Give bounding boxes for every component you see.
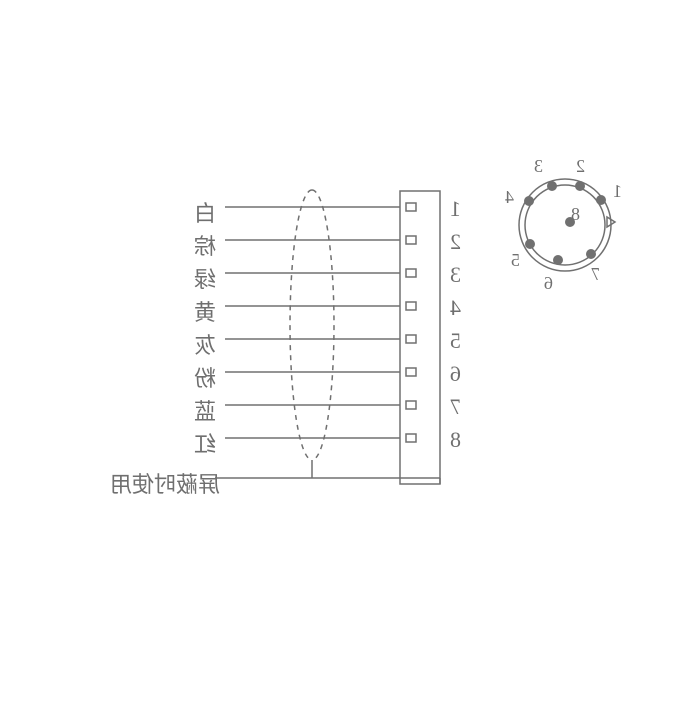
shield-label: 屏蔽时使用 [110,467,220,499]
connector-pin-6: 6 [544,273,553,294]
wire-label-8: 红 [194,427,216,459]
wire-label-4: 黄 [194,295,216,327]
wire-label-1: 白 [194,196,216,228]
pin-number-6: 6 [450,361,461,387]
connector-pin-5: 5 [511,250,520,271]
pin-number-2: 2 [450,229,461,255]
connector-pin-4: 4 [505,187,514,208]
pin-number-1: 1 [450,196,461,222]
pin-number-3: 3 [450,262,461,288]
wire-label-7: 蓝 [194,394,216,426]
pin-number-4: 4 [450,295,461,321]
pin-number-5: 5 [450,328,461,354]
diagram-svg [0,0,700,700]
pin-number-8: 8 [450,427,461,453]
wire-label-2: 棕 [194,229,216,261]
wire-label-6: 粉 [194,361,216,393]
wire-label-5: 灰 [194,328,216,360]
connector-pin-7: 7 [591,264,600,285]
connector-pin-1: 1 [613,181,622,202]
diagram: 白1棕2绿3黄4灰5粉6蓝7红8屏蔽时使用12345678 [0,0,700,700]
pin-number-7: 7 [450,394,461,420]
connector-pin-3: 3 [534,156,543,177]
connector-pin-2: 2 [576,156,585,177]
wire-label-3: 绿 [194,262,216,294]
connector-pin-8: 8 [571,204,580,225]
